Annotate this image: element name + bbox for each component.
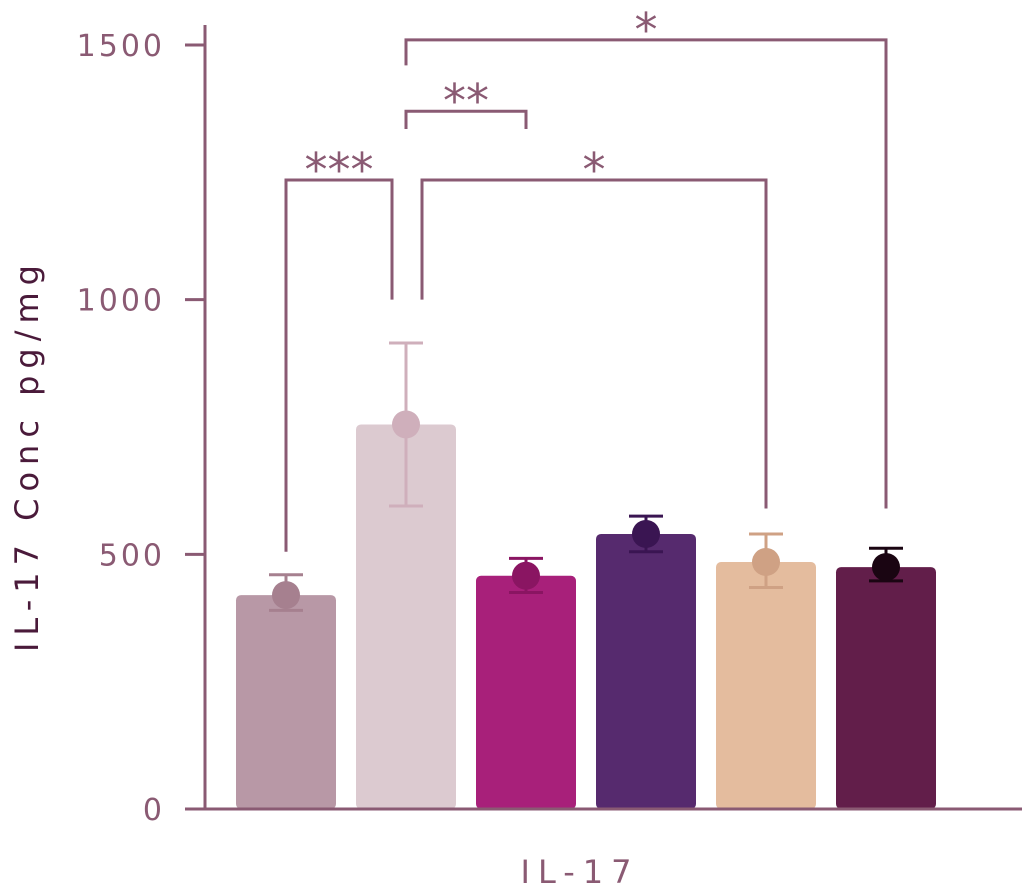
significance-bracket [284,178,394,552]
bar [356,424,456,809]
significance-label: ** [443,74,489,128]
bar [476,575,576,809]
mean-point [752,547,780,576]
axes-layer [185,25,1022,811]
bar [236,595,336,809]
y-tick-label: 1000 [77,284,165,319]
mean-point [512,561,540,590]
mean-point [272,581,300,610]
y-ticks-layer: 0 500 1000 1500 [77,29,205,828]
significance-label: *** [305,143,374,197]
bar [716,561,816,809]
significance-label: * [635,3,658,57]
x-axis-title: IL-17 [521,853,640,891]
mean-point [872,553,900,582]
bars-layer [236,424,936,809]
mean-points-layer [272,410,900,610]
bar [596,533,696,809]
significance-bracket [404,38,888,509]
bar [836,567,936,809]
y-tick-label: 0 [143,793,165,828]
y-tick-label: 500 [99,538,165,573]
mean-point [632,519,660,548]
y-tick-label: 1500 [77,29,165,64]
significance-label: * [583,143,606,197]
y-axis-title: IL-17 Conc pg/mg [8,258,46,652]
significance-bracket [404,109,528,130]
mean-point [392,410,420,439]
significance-bracket [420,178,768,509]
significance-brackets-layer: ******* [284,3,888,552]
